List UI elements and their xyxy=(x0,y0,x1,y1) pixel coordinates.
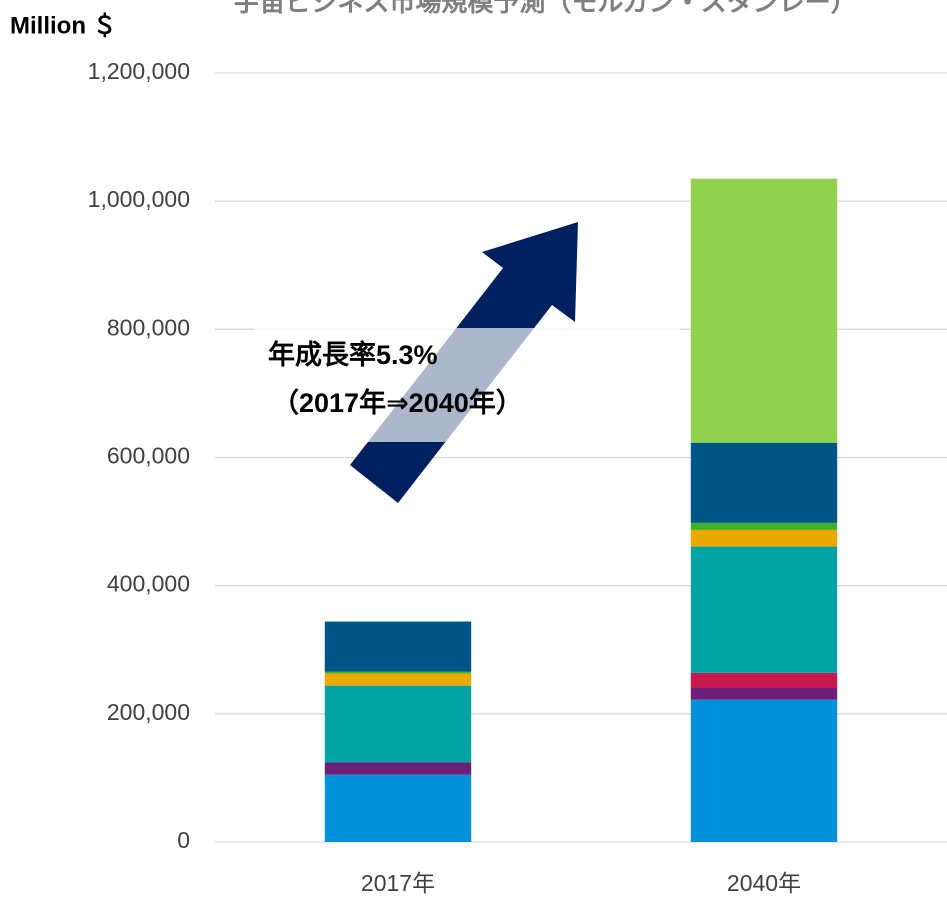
bar-segment xyxy=(324,621,472,672)
chart-title: 宇宙ビジネス市場規模予測（モルガン・スタンレー） xyxy=(233,0,856,17)
bar-segment xyxy=(690,687,838,700)
bar-segment xyxy=(324,762,472,775)
x-tick-label: 2040年 xyxy=(727,870,801,896)
annotation: （2017年⇒2040年） xyxy=(272,387,523,418)
x-tick-label: 2017年 xyxy=(361,870,435,896)
y-tick-label: 200,000 xyxy=(107,699,190,725)
y-tick-label: 0 xyxy=(177,827,190,853)
bar-segment xyxy=(690,522,838,530)
bar-segment xyxy=(690,178,838,443)
y-tick-label: 1,200,000 xyxy=(88,58,190,84)
bar-segment xyxy=(690,546,838,673)
bar-segment xyxy=(690,442,838,523)
y-tick-label: 400,000 xyxy=(107,571,190,597)
bar-segment xyxy=(690,672,838,688)
bar-segment xyxy=(324,671,472,674)
annotation: 年成長率5.3% xyxy=(268,339,438,370)
annotation-backdrop xyxy=(255,328,680,442)
y-tick-label: 1,000,000 xyxy=(88,186,190,212)
bar-segment xyxy=(690,699,838,842)
bar-segment xyxy=(324,673,472,686)
bar-segment xyxy=(324,774,472,842)
y-tick-label: 800,000 xyxy=(107,314,190,340)
y-axis-label: Million ＄ xyxy=(10,11,117,39)
y-tick-label: 600,000 xyxy=(107,443,190,469)
bar-layer xyxy=(324,178,838,842)
bar-segment xyxy=(690,529,838,547)
bar-segment xyxy=(324,685,472,763)
